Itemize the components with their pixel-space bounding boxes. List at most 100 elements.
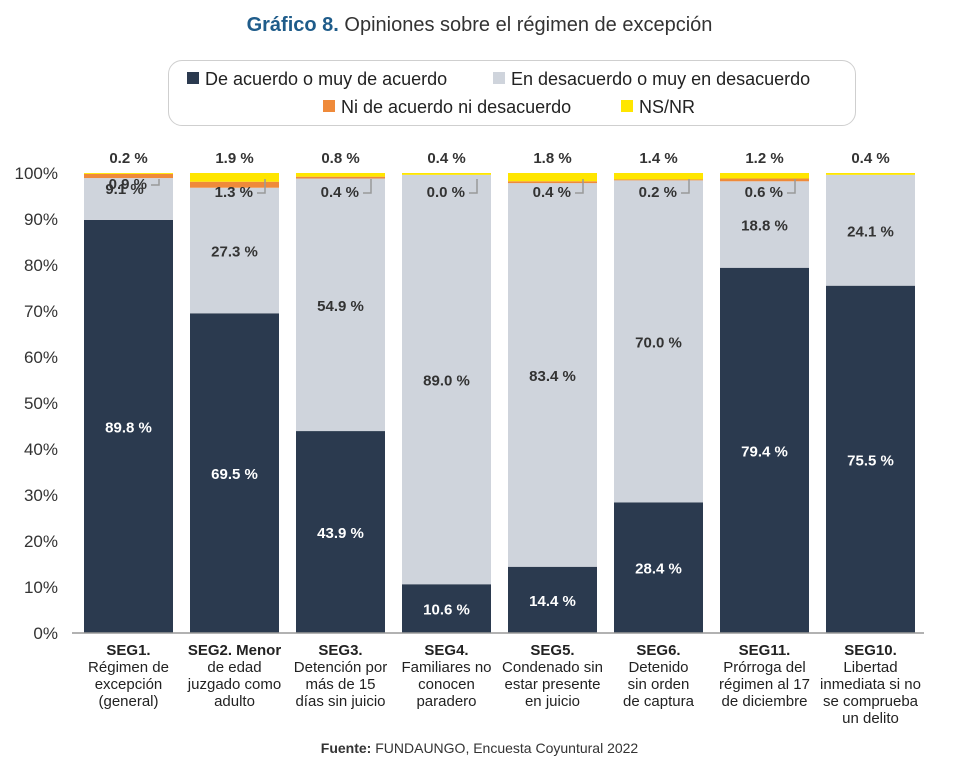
data-label-ni: 0.6 % [745,184,783,201]
category-desc-label: Prórroga del [723,659,806,676]
category-desc-label: Detención por [294,659,387,676]
bar-segment [508,183,597,567]
bar-segment [826,174,915,286]
data-label-nsnr: 1.8 % [533,150,571,167]
leader-line [151,179,160,186]
category-code-label: SEG1. [106,642,150,659]
y-tick-label: 10% [24,578,58,597]
category-desc-label: estar presente [505,676,601,693]
data-label-acuerdo: 69.5 % [211,466,258,483]
data-label-desacuerdo: 83.4 % [529,368,576,385]
leader-line [787,179,796,194]
data-label-desacuerdo: 27.3 % [211,244,258,261]
category-desc-label: adulto [214,693,255,710]
data-label-ni: 1.3 % [215,184,253,201]
leader-line [257,179,266,194]
category-desc-label: un delito [842,710,899,727]
category-desc-label: se comprueba [823,693,919,710]
category-desc-label: en juicio [525,693,580,710]
data-label-acuerdo: 43.9 % [317,525,364,542]
chart-title-lead: Gráfico 8. [246,14,339,36]
data-label-desacuerdo: 9.1 % [105,181,143,198]
category-desc-label: Libertad [843,659,897,676]
legend-swatch-desacuerdo [493,72,505,84]
bar-segment [296,178,385,432]
bar-segment [826,285,915,633]
category-desc-label: sin orden [628,676,690,693]
data-label-desacuerdo: 70.0 % [635,334,682,351]
legend-swatch-acuerdo [187,72,199,84]
category-desc-label: Régimen de [88,659,169,676]
legend-item-nsnr: NS/NR [621,97,695,118]
bar-segment [508,173,597,182]
data-label-desacuerdo: 54.9 % [317,298,364,315]
bar-segment [720,173,809,179]
bar-segment [84,173,173,174]
data-label-ni: 0.4 % [321,184,359,201]
bar-segment [190,181,279,188]
bar-segment [190,313,279,633]
data-label-nsnr: 1.2 % [745,150,783,167]
category-desc-label: inmediata si no [820,676,921,693]
data-label-ni: 0.2 % [639,184,677,201]
legend-label-ni: Ni de acuerdo ni desacuerdo [341,97,572,117]
category-desc-label: de diciembre [722,693,808,710]
bar-segment [826,173,915,175]
bar-segment [402,173,491,175]
chart-title-text: Opiniones sobre el régimen de excepción [344,14,713,36]
data-label-acuerdo: 79.4 % [741,443,788,460]
y-tick-label: 40% [24,440,58,459]
bar-segment [84,219,173,634]
leader-line [681,179,690,194]
bar-segment [614,502,703,633]
category-desc-label: días sin juicio [295,693,385,710]
data-label-acuerdo: 75.5 % [847,452,894,469]
data-label-ni: 0.9 % [109,176,147,193]
category-code-label: SEG10. [844,642,897,659]
category-desc-label: Condenado sin [502,659,603,676]
data-label-nsnr: 0.4 % [427,150,465,167]
y-tick-label: 70% [24,302,58,321]
category-code-label: SEG4. [424,642,468,659]
legend-label-nsnr: NS/NR [639,97,696,117]
category-desc-label: Detenido [628,659,688,676]
source-text: FUNDAUNGO, Encuesta Coyuntural 2022 [375,740,639,756]
bar-segment [508,181,597,184]
bar-segment [190,173,279,182]
bar-segment [402,584,491,633]
y-tick-label: 20% [24,532,58,551]
source-label: Fuente: [320,740,372,756]
category-desc-label: paradero [416,693,476,710]
y-tick-label: 80% [24,256,58,275]
bar-segment [720,267,809,633]
data-label-nsnr: 1.4 % [639,150,677,167]
bar-segment [614,179,703,181]
category-code-label: SEG6. [636,642,680,659]
category-desc-label: de captura [623,693,695,710]
category-code-label: SEG5. [530,642,574,659]
leader-line [469,179,478,194]
stacked-bar-chart: 0% 10% 20% 30% 40% 50% 60% 70% 80% 90% 100% 89.8 % 9… [15,150,924,727]
y-tick-label: 100% [15,164,58,183]
category-desc-label: Familiares no [401,659,491,676]
category-desc-label: más de 15 [305,676,375,693]
data-label-ni: 0.0 % [427,184,465,201]
legend-label-acuerdo: De acuerdo o muy de acuerdo [205,69,448,89]
bar-segment [190,187,279,314]
legend-label-desacuerdo: En desacuerdo o muy en desacuerdo [511,69,811,89]
source-note: Fuente: FUNDAUNGO, Encuesta Coyuntural 2… [0,740,959,756]
y-tick-label: 60% [24,348,58,367]
legend-item-desacuerdo: En desacuerdo o muy en desacuerdo [493,69,810,90]
data-label-nsnr: 0.2 % [109,150,147,167]
legend-item-ni: Ni de acuerdo ni desacuerdo [323,97,571,118]
category-desc-label: conocen [418,676,475,693]
bar-segment [720,178,809,182]
chart-title: Gráfico 8. Opiniones sobre el régimen de… [0,14,959,37]
category-desc-label: juzgado como [187,676,281,693]
y-tick-label: 50% [24,394,58,413]
bar-segment [720,181,809,268]
bar-segment [84,173,173,179]
data-label-acuerdo: 28.4 % [635,561,682,578]
data-label-acuerdo: 14.4 % [529,593,576,610]
bar-segment [402,174,491,585]
